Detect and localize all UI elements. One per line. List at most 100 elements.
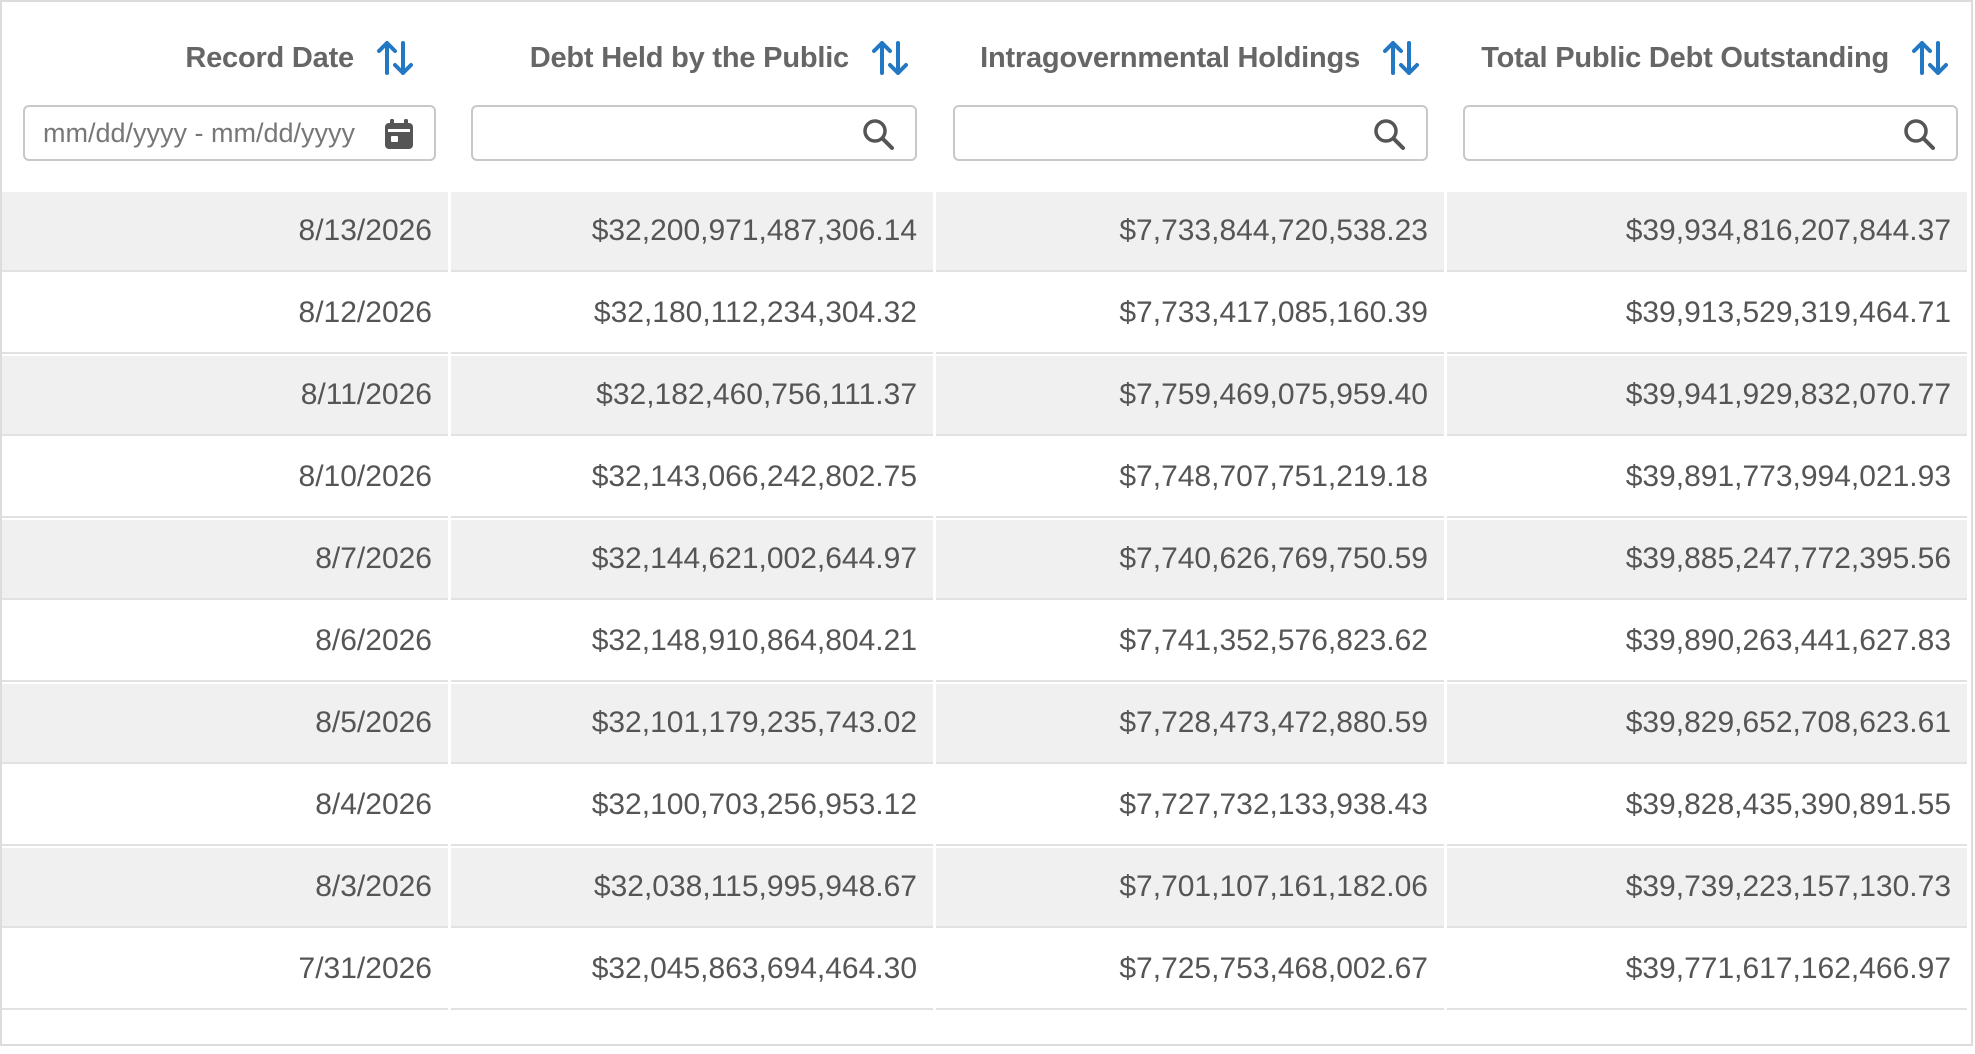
search-icon[interactable] — [861, 117, 895, 151]
table-cell: 8/12/2026 — [2, 274, 448, 354]
cell-value: $32,182,460,756,111.37 — [596, 378, 917, 411]
cell-value: $39,828,435,390,891.55 — [1625, 788, 1951, 821]
table-cell: $7,748,707,751,219.18 — [936, 438, 1444, 518]
table-row: 8/13/2026 $32,200,971,487,306.14 $7,733,84… — [2, 192, 1972, 274]
cell-value: $39,913,529,319,464.71 — [1625, 296, 1951, 329]
debt-held-search-input[interactable] — [471, 105, 917, 161]
table-cell: 7/31/2026 — [2, 930, 448, 1010]
cell-value: $32,180,112,234,304.32 — [593, 296, 917, 329]
cell-value: $7,727,732,133,938.43 — [1119, 788, 1428, 821]
table-cell: $39,829,652,708,623.61 — [1447, 684, 1967, 764]
search-icon[interactable] — [1902, 117, 1936, 151]
table-cell: $7,741,352,576,823.62 — [936, 602, 1444, 682]
table-cell: 8/3/2026 — [2, 848, 448, 928]
cell-value: 8/3/2026 — [315, 870, 432, 903]
cell-value: $7,748,707,751,219.18 — [1119, 460, 1428, 493]
table-cell: 8/5/2026 — [2, 684, 448, 764]
cell-value: $39,829,652,708,623.61 — [1625, 706, 1951, 739]
cell-value: $32,038,115,995,948.67 — [593, 870, 917, 903]
column-header-debt-held-by-public[interactable]: Debt Held by the Public — [472, 32, 909, 84]
cell-value: $39,891,773,994,021.93 — [1625, 460, 1951, 493]
cell-value: $7,725,753,468,002.67 — [1119, 952, 1428, 985]
cell-value: 8/6/2026 — [315, 624, 432, 657]
cell-value: 8/11/2026 — [300, 378, 432, 411]
column-header-label: Intragovernmental Holdings — [980, 41, 1360, 74]
table-cell: 8/13/2026 — [2, 192, 448, 272]
cell-value: $39,739,223,157,130.73 — [1625, 870, 1951, 903]
cell-value: $39,771,617,162,466.97 — [1625, 952, 1951, 985]
total-debt-search-input[interactable] — [1463, 105, 1958, 161]
date-range-placeholder: mm/dd/yyyy - mm/dd/yyyy — [43, 118, 356, 148]
table-cell: $32,101,179,235,743.02 — [451, 684, 933, 764]
table-cell: $7,740,626,769,750.59 — [936, 520, 1444, 600]
table-cell: $32,038,115,995,948.67 — [451, 848, 933, 928]
table-cell: $7,701,107,161,182.06 — [936, 848, 1444, 928]
table-cell: 8/10/2026 — [2, 438, 448, 518]
table-cell: $39,739,223,157,130.73 — [1447, 848, 1967, 928]
cell-value: 8/10/2026 — [298, 460, 432, 493]
search-icon[interactable] — [1372, 117, 1406, 151]
cell-value: 8/4/2026 — [315, 788, 432, 821]
cell-value: $7,728,473,472,880.59 — [1119, 706, 1428, 739]
cell-value: $32,045,863,694,464.30 — [591, 952, 917, 985]
column-header-label: Record Date — [185, 41, 354, 74]
table-row: 8/3/2026 $32,038,115,995,948.67 $7,701,107… — [2, 848, 1972, 930]
cell-value: $7,741,352,576,823.62 — [1119, 624, 1428, 657]
table-row: 8/10/2026 $32,143,066,242,802.75 $7,748,70… — [2, 438, 1972, 520]
table-cell: $7,759,469,075,959.40 — [936, 356, 1444, 436]
table-cell: $7,733,844,720,538.23 — [936, 192, 1444, 272]
table-cell: $39,941,929,832,070.77 — [1447, 356, 1967, 436]
table-cell: $32,143,066,242,802.75 — [451, 438, 933, 518]
cell-value: $39,941,929,832,070.77 — [1625, 378, 1951, 411]
table-cell: $32,182,460,756,111.37 — [451, 356, 933, 436]
calendar-icon[interactable] — [382, 117, 416, 151]
sort-arrows-icon[interactable] — [1382, 38, 1420, 78]
sort-arrows-icon[interactable] — [1911, 38, 1949, 78]
table-row: 8/4/2026 $32,100,703,256,953.12 $7,727,732… — [2, 766, 1972, 848]
cell-value: $32,101,179,235,743.02 — [591, 706, 917, 739]
cell-value: $32,144,621,002,644.97 — [591, 542, 917, 575]
cell-value: $39,885,247,772,395.56 — [1625, 542, 1951, 575]
table-cell: $39,891,773,994,021.93 — [1447, 438, 1967, 518]
table-row: 8/7/2026 $32,144,621,002,644.97 $7,740,626… — [2, 520, 1972, 602]
column-header-label: Total Public Debt Outstanding — [1481, 41, 1889, 74]
cell-value: $39,934,816,207,844.37 — [1625, 214, 1951, 247]
cell-value: $7,759,469,075,959.40 — [1119, 378, 1428, 411]
intragovernmental-search-input[interactable] — [953, 105, 1428, 161]
sort-arrows-icon[interactable] — [376, 38, 414, 78]
table-cell: $7,727,732,133,938.43 — [936, 766, 1444, 846]
table-row: 8/5/2026 $32,101,179,235,743.02 $7,728,473… — [2, 684, 1972, 766]
table-row: 8/12/2026 $32,180,112,234,304.32 $7,733,41… — [2, 274, 1972, 356]
table-cell: 8/6/2026 — [2, 602, 448, 682]
table-cell: 8/11/2026 — [2, 356, 448, 436]
column-header-record-date[interactable]: Record Date — [2, 32, 414, 84]
column-header-total-public-debt[interactable]: Total Public Debt Outstanding — [1442, 32, 1949, 84]
cell-value: 8/7/2026 — [315, 542, 432, 575]
table-cell: $32,200,971,487,306.14 — [451, 192, 933, 272]
cell-value: 7/31/2026 — [298, 952, 432, 985]
table-cell: $32,100,703,256,953.12 — [451, 766, 933, 846]
date-range-filter-input[interactable]: mm/dd/yyyy - mm/dd/yyyy — [23, 105, 436, 161]
table-cell: $32,148,910,864,804.21 — [451, 602, 933, 682]
table-cell: $32,144,621,002,644.97 — [451, 520, 933, 600]
table-cell: $32,045,863,694,464.30 — [451, 930, 933, 1010]
table-cell: $39,771,617,162,466.97 — [1447, 930, 1967, 1010]
sort-arrows-icon[interactable] — [871, 38, 909, 78]
table-row: 8/11/2026 $32,182,460,756,111.37 $7,759,46… — [2, 356, 1972, 438]
cell-value: 8/12/2026 — [298, 296, 432, 329]
table-cell: $7,728,473,472,880.59 — [936, 684, 1444, 764]
table-cell: 8/7/2026 — [2, 520, 448, 600]
column-header-intragovernmental-holdings[interactable]: Intragovernmental Holdings — [942, 32, 1420, 84]
cell-value: 8/13/2026 — [298, 214, 432, 247]
table-cell: $39,913,529,319,464.71 — [1447, 274, 1967, 354]
cell-value: $7,733,417,085,160.39 — [1119, 296, 1428, 329]
table-cell: $32,180,112,234,304.32 — [451, 274, 933, 354]
table-cell: $39,890,263,441,627.83 — [1447, 602, 1967, 682]
table-cell: $7,725,753,468,002.67 — [936, 930, 1444, 1010]
table-cell: $39,828,435,390,891.55 — [1447, 766, 1967, 846]
cell-value: $32,100,703,256,953.12 — [591, 788, 917, 821]
cell-value: 8/5/2026 — [315, 706, 432, 739]
table-cell: $39,934,816,207,844.37 — [1447, 192, 1967, 272]
cell-value: $7,733,844,720,538.23 — [1119, 214, 1428, 247]
